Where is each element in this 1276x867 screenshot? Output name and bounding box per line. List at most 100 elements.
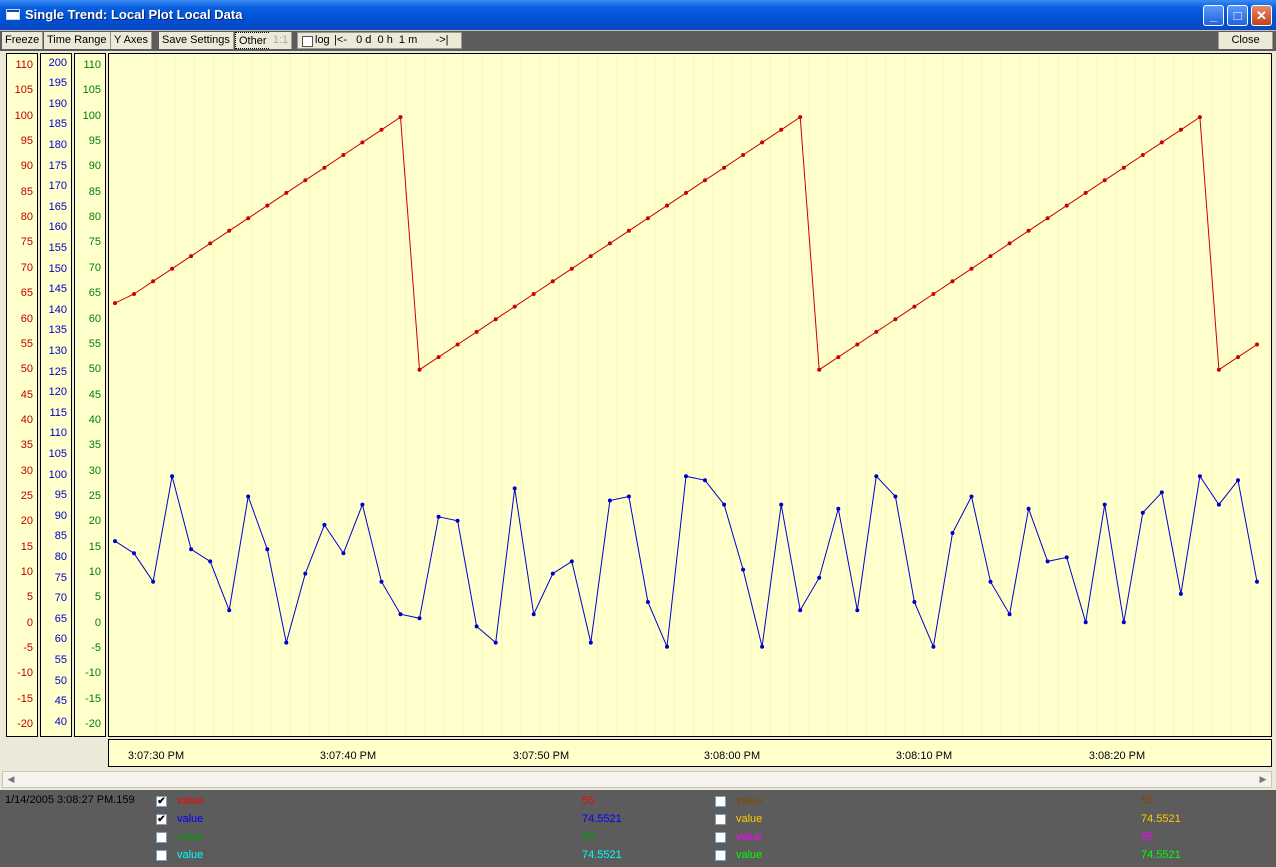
legend-checkbox[interactable]: ✔ [156,814,167,825]
legend-checkbox[interactable] [156,832,167,843]
data-point [1140,510,1145,515]
y-tick-label: 105 [48,447,67,460]
close-window-icon[interactable]: ✕ [1251,5,1272,26]
freeze-button[interactable]: Freeze [2,32,44,49]
data-point [493,640,498,645]
data-point [341,551,346,556]
legend-checkbox[interactable]: ✔ [156,796,167,807]
y-axes-button[interactable]: Y Axes [111,32,153,49]
data-point [1083,620,1088,625]
horizontal-scrollbar[interactable]: ◀ ▶ [2,771,1272,788]
y-tick-label: -5 [23,642,33,655]
data-point [265,547,270,552]
data-point [665,644,669,649]
data-point [703,478,707,483]
current-timestamp: 1/14/2005 3:08:27 PM.159 [5,794,135,806]
data-point [741,153,746,157]
minimize-icon[interactable]: _ [1203,5,1224,26]
y-tick-label: 5 [26,591,33,604]
data-point [512,304,517,309]
data-point [360,502,365,507]
data-point [722,165,727,170]
y-tick-label: 65 [88,287,101,300]
data-point [284,640,289,645]
data-point [170,266,175,271]
y-tick-label: 70 [20,261,33,274]
y-tick-label: -15 [85,692,101,705]
y-tick-label: 100 [48,468,67,481]
scroll-right-icon[interactable]: ▶ [1259,774,1267,784]
legend-checkbox[interactable] [715,796,726,807]
legend-checkbox[interactable] [715,814,726,825]
app-window-icon [6,9,20,20]
data-point [208,241,213,246]
legend-series-name: value [177,795,204,807]
y-tick-label: 50 [88,363,101,376]
data-point [1007,241,1012,246]
y-tick-label: -15 [17,692,33,705]
time-range-button[interactable]: Time Range [44,32,111,49]
y-tick-label: 195 [48,77,67,90]
data-point [1236,355,1240,360]
y-tick-label: 80 [54,550,67,563]
y-axis-red[interactable]: 110 105 100 95 90 85 80 75 70 65 60 55 50 45 40 35 30 25 2… [6,53,38,737]
x-tick-label: 3:07:50 PM [512,750,570,762]
save-settings-button[interactable]: Save Settings [159,32,234,49]
legend-series-name: value [177,813,204,825]
data-point [550,571,555,576]
data-point [227,608,232,613]
data-point [1159,490,1164,495]
y-tick-label: 65 [54,612,67,625]
log-checkbox[interactable] [302,36,313,47]
data-point [836,355,841,360]
y-tick-label: 60 [20,312,33,325]
close-button[interactable]: Close [1218,32,1273,49]
y-tick-label: 110 [49,427,67,440]
legend-series-name: value [177,831,204,843]
y-axis-green[interactable]: 110 105 100 95 90 85 80 75 70 65 60 55 50 45 40 35 30 25 2… [74,53,106,737]
scroll-left-icon[interactable]: ◀ [7,774,15,784]
y-tick-label: 10 [20,566,33,578]
x-tick-label: 3:08:20 PM [1088,750,1146,762]
y-tick-label: 25 [20,489,33,502]
data-point [1064,203,1069,208]
maximize-icon[interactable]: □ [1227,5,1248,26]
y-tick-label: 15 [88,540,101,553]
data-point [1121,620,1126,625]
legend-checkbox[interactable] [156,850,167,861]
y-tick-label: 35 [20,439,33,452]
legend-series-value: 55 [582,795,595,807]
data-point [684,474,688,479]
y-tick-label: 45 [88,388,101,401]
y-axis-blue[interactable]: 200 195 190 185 180 175 170 165 160 155 150 145 140 1… [40,53,72,737]
data-point [645,216,650,221]
y-tick-label: 70 [54,592,67,605]
trend-plot-area[interactable] [108,53,1272,737]
legend-series-value: 55 [582,831,595,843]
data-point [798,608,803,613]
data-point [1255,342,1259,347]
y-tick-label: 90 [88,160,101,173]
data-point [303,178,308,183]
legend-series-value: 55 [1141,831,1154,843]
other-button[interactable]: Other [235,32,271,49]
one-to-one-button[interactable]: 1:1 [270,32,293,49]
y-tick-label: 95 [88,135,101,148]
data-point [874,329,879,334]
legend-checkbox[interactable] [715,850,726,861]
data-point [189,547,194,552]
data-point [512,486,517,491]
y-tick-label: 20 [20,515,33,528]
y-tick-label: 45 [54,695,67,708]
toolbar: Freeze Time Range Y Axes Save Settings O… [0,30,1276,51]
legend-checkbox[interactable] [715,832,726,843]
data-point [531,292,536,296]
data-point [817,367,822,372]
data-point [626,494,631,499]
data-point [303,571,308,576]
data-point [1045,216,1050,221]
y-tick-label: 20 [88,515,101,528]
data-point [379,579,384,584]
data-point [607,498,612,503]
time-span-nav[interactable]: |<- 0 d 0 h 1 m ->| [334,34,449,46]
